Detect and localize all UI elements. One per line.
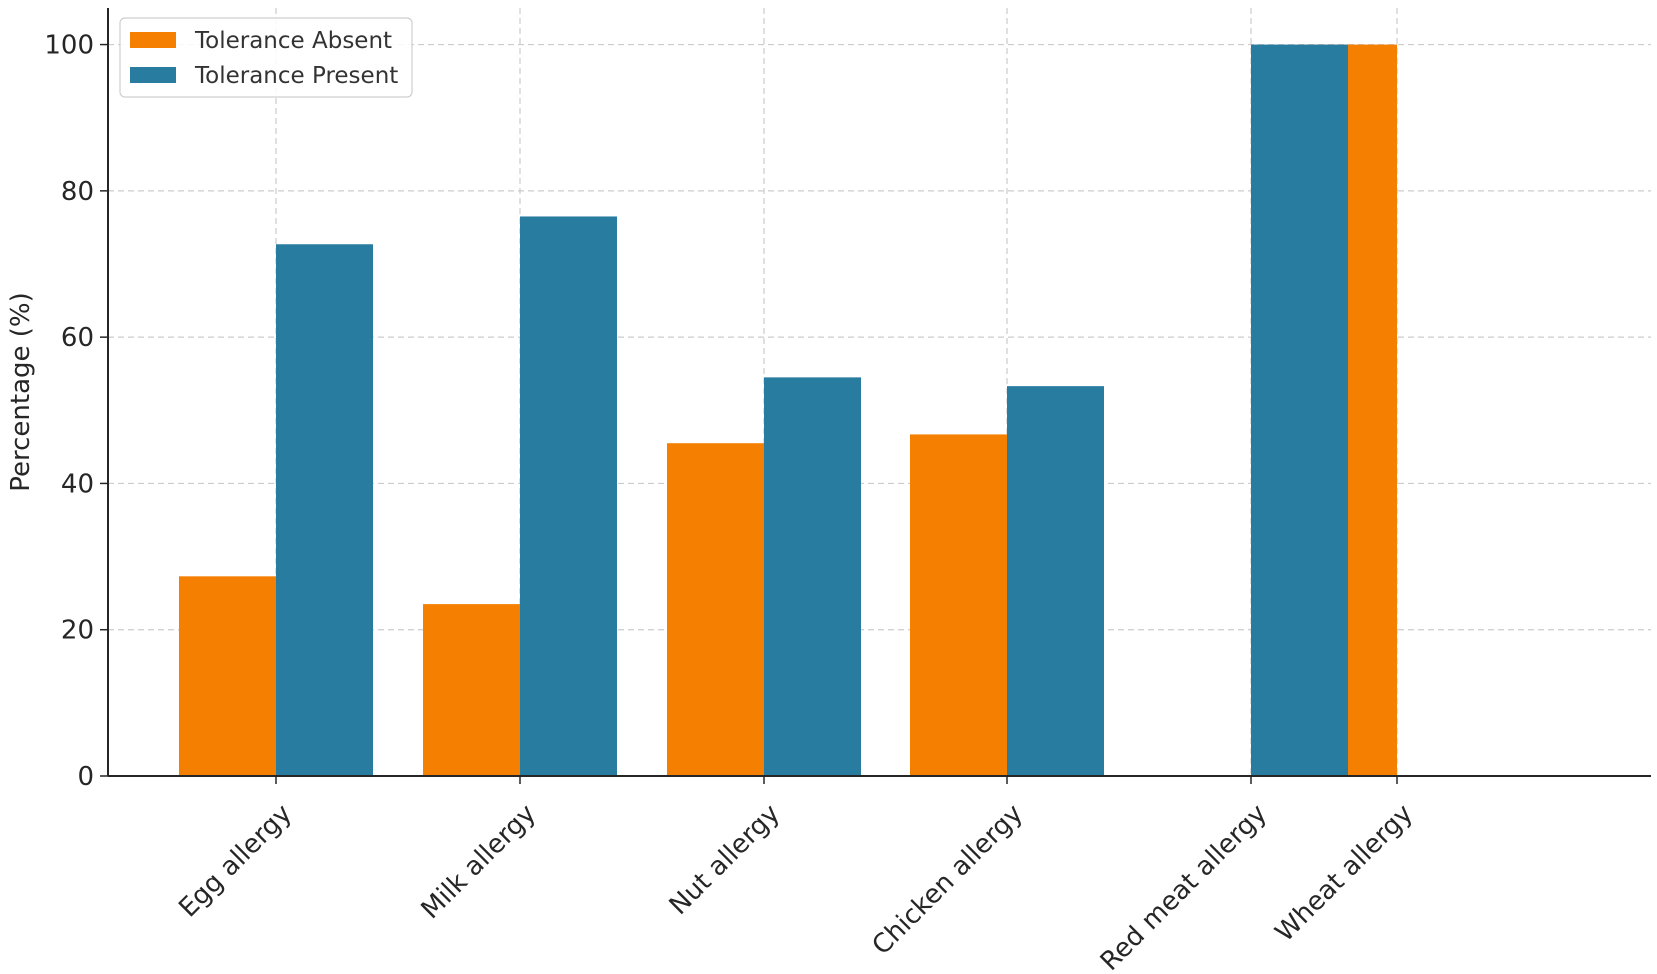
x-tick-label: Chicken allergy	[867, 799, 1029, 961]
bars	[179, 44, 1397, 777]
legend-box	[119, 17, 413, 98]
legend-label-tolerance-absent: Tolerance Absent	[194, 28, 392, 54]
y-tick-label: 100	[44, 31, 94, 61]
x-tick-label: Red meat allergy	[1095, 799, 1273, 974]
y-tick-label: 0	[77, 762, 94, 792]
y-ticks: 0 20 40 60 80 100	[44, 31, 108, 792]
bar-tolerance-present	[1007, 386, 1104, 776]
x-ticks: Egg allergy Milk allergy Nut allergy Chicke…	[173, 776, 1419, 974]
bar-tolerance-absent	[423, 604, 520, 776]
y-tick-label: 20	[61, 616, 94, 646]
legend-swatch-tolerance-absent	[130, 32, 176, 48]
y-tick-label: 80	[61, 177, 94, 207]
x-tick-label: Wheat allergy	[1270, 799, 1419, 948]
legend-label-tolerance-present: Tolerance Present	[194, 63, 398, 89]
y-tick-label: 40	[61, 469, 94, 499]
y-tick-label: 60	[61, 323, 94, 353]
legend-swatch-tolerance-present	[130, 67, 176, 83]
x-tick-label: Egg allergy	[173, 799, 298, 924]
legend: Tolerance Absent Tolerance Present	[119, 17, 413, 98]
bar-tolerance-present	[520, 216, 617, 776]
bar-tolerance-present	[1251, 44, 1348, 777]
x-tick-label: Milk allergy	[416, 799, 542, 925]
bar-tolerance-absent	[179, 576, 276, 776]
bar-tolerance-present	[276, 244, 373, 776]
x-tick-label: Nut allergy	[664, 799, 786, 921]
axes	[107, 8, 1651, 777]
y-axis-label: Percentage (%)	[6, 292, 36, 492]
bar-tolerance-present	[764, 377, 861, 776]
bar-tolerance-absent	[910, 434, 1007, 776]
bar-tolerance-absent	[667, 443, 764, 776]
